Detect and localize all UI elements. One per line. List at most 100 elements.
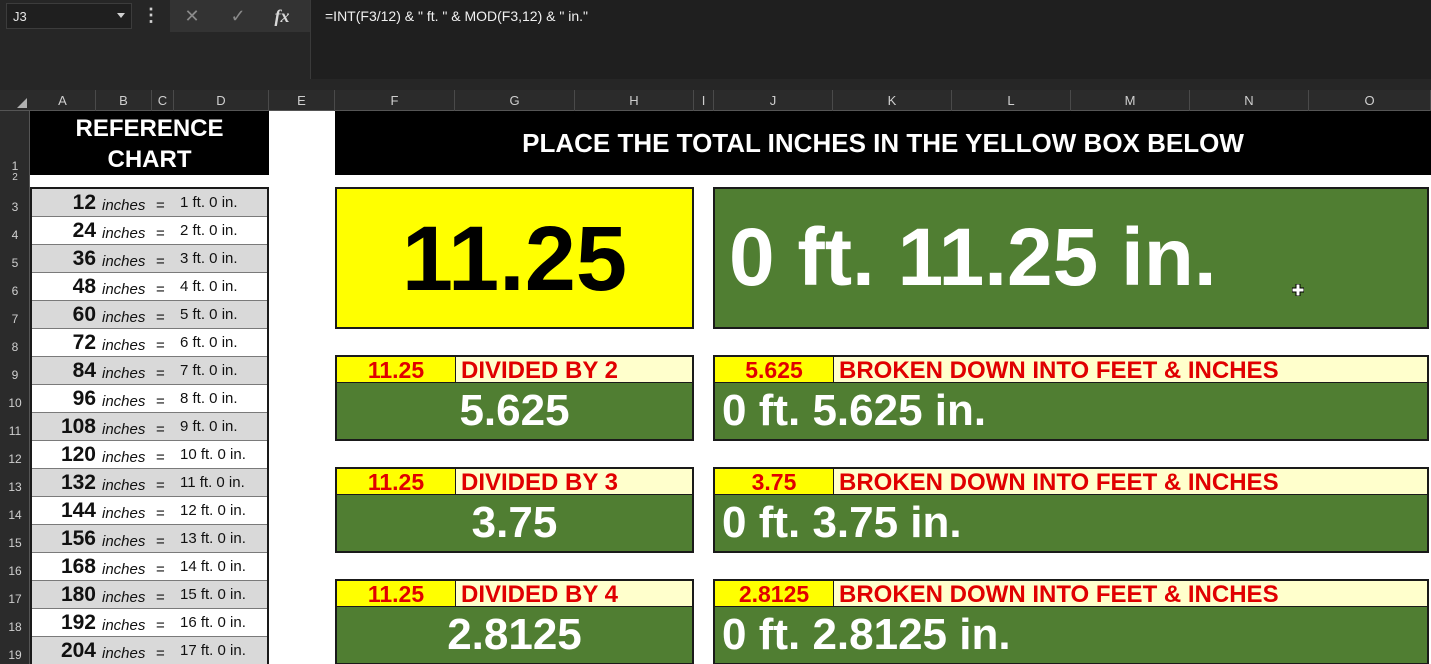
reference-result: 10 ft. 0 in. [180,446,246,463]
reference-result: 16 ft. 0 in. [180,614,246,631]
column-header[interactable]: F [335,90,455,111]
row-header[interactable]: 1 [11,159,19,173]
enter-icon[interactable]: ✓ [230,6,246,26]
panel-header: 5.625 BROKEN DOWN INTO FEET & INCHES [715,357,1427,384]
panel-source-value[interactable]: 11.25 [337,581,456,607]
row-header[interactable]: 9 [11,368,19,382]
column-header[interactable]: N [1190,90,1309,111]
reference-result: 5 ft. 0 in. [180,306,238,323]
reference-row[interactable]: 144 inches = 12 ft. 0 in. [32,497,267,525]
column-header[interactable]: L [952,90,1071,111]
row-header[interactable]: 17 [8,592,22,606]
reference-result: 4 ft. 0 in. [180,278,238,295]
column-header[interactable]: O [1309,90,1431,111]
panel-source-value[interactable]: 5.625 [715,357,834,383]
row-header[interactable]: 5 [11,256,19,270]
row-header[interactable]: 6 [11,284,19,298]
select-all-button[interactable] [0,90,30,111]
feet-inches-result[interactable]: 0 ft. 11.25 in. [713,187,1429,329]
column-header[interactable]: C [152,90,174,111]
row-header[interactable]: 16 [8,564,22,578]
panel-label[interactable]: DIVIDED BY 4 [461,581,618,608]
column-header[interactable]: I [694,90,714,111]
formula-input[interactable]: =INT(F3/12) & " ft. " & MOD(F3,12) & " i… [310,0,1431,79]
reference-row[interactable]: 204 inches = 17 ft. 0 in. [32,637,267,664]
reference-row[interactable]: 84 inches = 7 ft. 0 in. [32,357,267,385]
column-header[interactable]: B [96,90,152,111]
reference-row[interactable]: 192 inches = 16 ft. 0 in. [32,609,267,637]
column-header[interactable]: M [1071,90,1190,111]
reference-row[interactable]: 12 inches = 1 ft. 0 in. [32,189,267,217]
row-header[interactable]: 3 [11,200,19,214]
reference-row[interactable]: 132 inches = 11 ft. 0 in. [32,469,267,497]
reference-unit: inches [102,617,146,634]
row-header[interactable]: 2 [12,172,18,183]
more-options-icon[interactable]: ⋮ [142,5,160,25]
panel-quotient[interactable]: 3.75 [471,498,558,547]
reference-row[interactable]: 120 inches = 10 ft. 0 in. [32,441,267,469]
column-header[interactable]: J [714,90,833,111]
reference-row[interactable]: 24 inches = 2 ft. 0 in. [32,217,267,245]
panel-breakdown[interactable]: 0 ft. 5.625 in. [722,386,987,435]
worksheet[interactable]: REFERENCE CHART 12 inches = 1 ft. 0 in. 24 in… [30,111,1431,664]
select-all-icon [17,98,27,108]
reference-row[interactable]: 180 inches = 15 ft. 0 in. [32,581,267,609]
formula-tools: ✕ ✓ fx [170,0,310,32]
panel-header: 11.25 DIVIDED BY 2 [337,357,692,384]
column-header[interactable]: K [833,90,952,111]
formula-bar-area: J3 ⋮ ✕ ✓ fx =INT(F3/12) & " ft. " & MOD(… [0,0,1431,90]
reference-equals: = [156,617,165,634]
main-title[interactable]: PLACE THE TOTAL INCHES IN THE YELLOW BOX… [335,111,1431,175]
reference-row[interactable]: 60 inches = 5 ft. 0 in. [32,301,267,329]
reference-equals: = [156,477,165,494]
row-header[interactable]: 14 [8,508,22,522]
column-header[interactable]: A [30,90,96,111]
reference-row[interactable]: 156 inches = 13 ft. 0 in. [32,525,267,553]
panel-source-value[interactable]: 2.8125 [715,581,834,607]
panel-label[interactable]: BROKEN DOWN INTO FEET & INCHES [839,581,1279,608]
reference-result: 12 ft. 0 in. [180,502,246,519]
reference-row[interactable]: 168 inches = 14 ft. 0 in. [32,553,267,581]
cancel-icon[interactable]: ✕ [184,6,200,26]
row-header[interactable]: 8 [11,340,19,354]
divided-panel: 11.25 DIVIDED BY 3 3.75 [335,467,694,553]
panel-quotient[interactable]: 5.625 [459,386,570,435]
reference-row[interactable]: 108 inches = 9 ft. 0 in. [32,413,267,441]
row-header[interactable]: 4 [11,228,19,242]
column-header[interactable]: G [455,90,575,111]
panel-quotient[interactable]: 2.8125 [447,610,582,659]
name-box[interactable]: J3 [6,3,132,29]
reference-inches: 180 [60,583,96,606]
panel-label[interactable]: DIVIDED BY 2 [461,357,618,384]
panel-breakdown[interactable]: 0 ft. 2.8125 in. [722,610,1011,659]
reference-equals: = [156,253,165,270]
reference-chart-title[interactable]: REFERENCE CHART [30,111,269,175]
panel-source-value[interactable]: 11.25 [337,357,456,383]
reference-row[interactable]: 48 inches = 4 ft. 0 in. [32,273,267,301]
row-header[interactable]: 11 [8,424,22,438]
row-header[interactable]: 15 [8,536,22,550]
row-header[interactable]: 18 [8,620,22,634]
reference-unit: inches [102,561,146,578]
total-inches-input[interactable]: 11.25 [335,187,694,329]
row-header[interactable]: 10 [8,396,22,410]
row-header[interactable]: 7 [11,312,19,326]
chevron-down-icon[interactable] [117,13,125,18]
reference-row[interactable]: 72 inches = 6 ft. 0 in. [32,329,267,357]
row-header[interactable]: 13 [8,480,22,494]
column-header[interactable]: E [269,90,335,111]
row-header[interactable]: 19 [8,648,22,662]
reference-row[interactable]: 96 inches = 8 ft. 0 in. [32,385,267,413]
reference-row[interactable]: 36 inches = 3 ft. 0 in. [32,245,267,273]
panel-breakdown[interactable]: 0 ft. 3.75 in. [722,498,962,547]
panel-source-value[interactable]: 11.25 [337,469,456,495]
row-header[interactable]: 12 [8,452,22,466]
insert-function-icon[interactable]: fx [274,6,290,26]
column-header[interactable]: D [174,90,269,111]
panel-label[interactable]: DIVIDED BY 3 [461,469,618,496]
column-header[interactable]: H [575,90,694,111]
panel-label[interactable]: BROKEN DOWN INTO FEET & INCHES [839,357,1279,384]
panel-label[interactable]: BROKEN DOWN INTO FEET & INCHES [839,469,1279,496]
reference-result: 17 ft. 0 in. [180,642,246,659]
panel-source-value[interactable]: 3.75 [715,469,834,495]
